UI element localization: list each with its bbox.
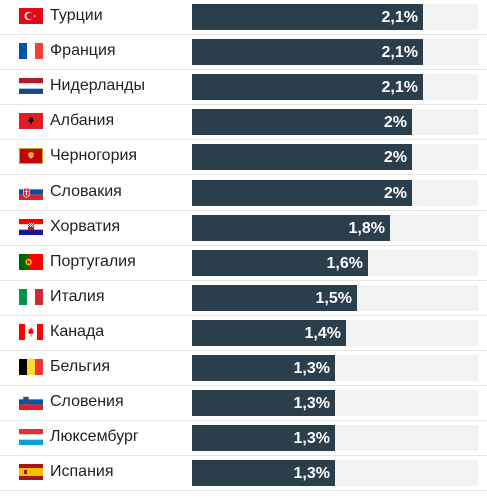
bar-track: 1,8% bbox=[192, 214, 478, 241]
row-divider bbox=[0, 490, 487, 492]
category-label: Португалия bbox=[50, 252, 136, 270]
netherlands-flag-icon bbox=[19, 78, 43, 95]
bar-row: Франция 2,1% bbox=[0, 35, 487, 71]
montenegro-flag-icon bbox=[19, 148, 43, 165]
croatia-flag-icon bbox=[19, 218, 43, 235]
bar-row: Канада 1,4% bbox=[0, 316, 487, 351]
value-label: 1,3% bbox=[293, 465, 330, 483]
row-divider bbox=[0, 209, 487, 211]
bar-row: Словения 1,3% bbox=[0, 386, 487, 422]
bar-row: Черногория 2% bbox=[0, 140, 487, 176]
category-label: Нидерланды bbox=[50, 77, 145, 95]
row-divider bbox=[0, 104, 487, 106]
bar-track: 1,3% bbox=[192, 425, 478, 452]
category-label: Хорватия bbox=[50, 217, 121, 235]
portugal-flag-icon bbox=[19, 253, 43, 270]
bar: 2,1% bbox=[192, 4, 423, 30]
luxembourg-flag-icon bbox=[19, 429, 43, 446]
value-label: 1,3% bbox=[293, 430, 330, 448]
belgium-flag-icon bbox=[19, 359, 43, 375]
bar-row: Турции 2,1% bbox=[0, 0, 487, 35]
row-divider bbox=[0, 385, 487, 386]
bar: 2% bbox=[192, 109, 412, 136]
row-divider bbox=[0, 455, 487, 457]
category-label: Албания bbox=[50, 112, 115, 130]
bar-track: 1,6% bbox=[192, 249, 478, 276]
value-label: 2,1% bbox=[381, 9, 418, 26]
bar-track: 1,3% bbox=[192, 390, 478, 417]
bar-row: Португалия 1,6% bbox=[0, 246, 487, 281]
value-label: 1,4% bbox=[304, 324, 341, 342]
albania-flag-icon bbox=[19, 113, 43, 130]
bar-row: Хорватия 1,8% bbox=[0, 211, 487, 246]
value-label: 2,1% bbox=[381, 44, 418, 62]
row-divider bbox=[0, 420, 487, 422]
bar-track: 2% bbox=[192, 109, 478, 136]
canada-flag-icon bbox=[19, 323, 43, 340]
bar: 2,1% bbox=[192, 39, 423, 66]
category-label: Люксембург bbox=[50, 428, 139, 446]
row-divider bbox=[0, 244, 487, 246]
bar-track: 2,1% bbox=[192, 74, 478, 101]
spain-flag-icon bbox=[19, 464, 43, 481]
bar-row: Словакия 2% bbox=[0, 176, 487, 211]
category-label: Турции bbox=[50, 7, 103, 24]
row-divider bbox=[0, 314, 487, 316]
category-label: Испания bbox=[50, 463, 114, 481]
value-label: 1,3% bbox=[293, 395, 330, 413]
row-divider bbox=[0, 174, 487, 176]
bar: 1,3% bbox=[192, 390, 335, 417]
category-label: Бельгия bbox=[50, 358, 110, 375]
bar: 1,4% bbox=[192, 319, 346, 346]
category-label: Италия bbox=[50, 287, 105, 305]
bar-track: 2,1% bbox=[192, 4, 478, 30]
bar: 1,3% bbox=[192, 355, 335, 381]
italy-flag-icon bbox=[19, 288, 43, 305]
bar: 2% bbox=[192, 179, 412, 206]
bar-track: 1,4% bbox=[192, 319, 478, 346]
value-label: 2% bbox=[383, 114, 407, 132]
category-label: Канада bbox=[50, 322, 105, 340]
bar-track: 1,3% bbox=[192, 460, 478, 487]
bar: 1,8% bbox=[192, 214, 390, 241]
bar: 1,3% bbox=[192, 460, 335, 487]
slovakia-flag-icon bbox=[19, 183, 43, 200]
france-flag-icon bbox=[19, 43, 43, 60]
value-label: 2% bbox=[383, 149, 407, 167]
category-label: Словакия bbox=[50, 182, 122, 200]
category-label: Франция bbox=[50, 42, 116, 60]
value-label: 1,3% bbox=[293, 360, 330, 377]
row-divider bbox=[0, 349, 487, 351]
bar: 2% bbox=[192, 144, 412, 171]
bar-row: Албания 2% bbox=[0, 105, 487, 141]
bar: 1,6% bbox=[192, 249, 368, 276]
category-label: Черногория bbox=[50, 147, 138, 165]
bar-row: Италия 1,5% bbox=[0, 281, 487, 316]
bar-row: Люксембург 1,3% bbox=[0, 421, 487, 457]
row-divider bbox=[0, 34, 487, 35]
bar-track: 2% bbox=[192, 179, 478, 206]
slovenia-flag-icon bbox=[19, 394, 43, 411]
bar: 1,3% bbox=[192, 425, 335, 452]
bar-track: 2% bbox=[192, 144, 478, 171]
value-label: 1,6% bbox=[326, 254, 363, 272]
row-divider bbox=[0, 139, 487, 141]
bar-track: 1,5% bbox=[192, 284, 478, 311]
value-label: 1,5% bbox=[315, 289, 352, 307]
value-label: 1,8% bbox=[348, 219, 385, 237]
bar: 2,1% bbox=[192, 74, 423, 101]
value-label: 2,1% bbox=[381, 79, 418, 97]
row-divider bbox=[0, 69, 487, 71]
bar-track: 1,3% bbox=[192, 355, 478, 381]
bar-row: Бельгия 1,3% bbox=[0, 351, 487, 386]
bar-row: Нидерланды 2,1% bbox=[0, 70, 487, 106]
value-label: 2% bbox=[383, 184, 407, 202]
row-divider bbox=[0, 279, 487, 281]
bar: 1,5% bbox=[192, 284, 357, 311]
category-label: Словения bbox=[50, 393, 124, 411]
turkey-flag-icon bbox=[19, 8, 43, 24]
bar-row: Испания 1,3% bbox=[0, 456, 487, 492]
bar-track: 2,1% bbox=[192, 39, 478, 66]
